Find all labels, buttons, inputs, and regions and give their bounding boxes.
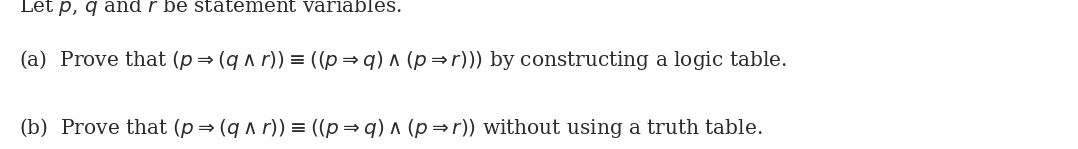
Text: Let $p$, $q$ and $r$ be statement variables.: Let $p$, $q$ and $r$ be statement variab… — [19, 0, 402, 18]
Text: (a)  Prove that $(p \Rightarrow (q \wedge r)) \equiv ((p \Rightarrow q) \wedge (: (a) Prove that $(p \Rightarrow (q \wedge… — [19, 48, 787, 72]
Text: (b)  Prove that $(p \Rightarrow (q \wedge r)) \equiv ((p \Rightarrow q) \wedge (: (b) Prove that $(p \Rightarrow (q \wedge… — [19, 116, 763, 140]
